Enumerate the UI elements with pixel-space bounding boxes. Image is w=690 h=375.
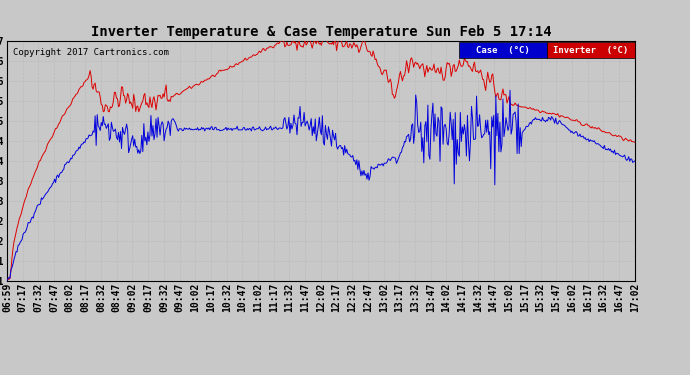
FancyBboxPatch shape (547, 42, 635, 58)
Text: Case  (°C): Case (°C) (476, 46, 530, 55)
FancyBboxPatch shape (459, 42, 547, 58)
Text: Inverter  (°C): Inverter (°C) (553, 46, 629, 55)
Text: Copyright 2017 Cartronics.com: Copyright 2017 Cartronics.com (13, 48, 169, 57)
Title: Inverter Temperature & Case Temperature Sun Feb 5 17:14: Inverter Temperature & Case Temperature … (90, 25, 551, 39)
